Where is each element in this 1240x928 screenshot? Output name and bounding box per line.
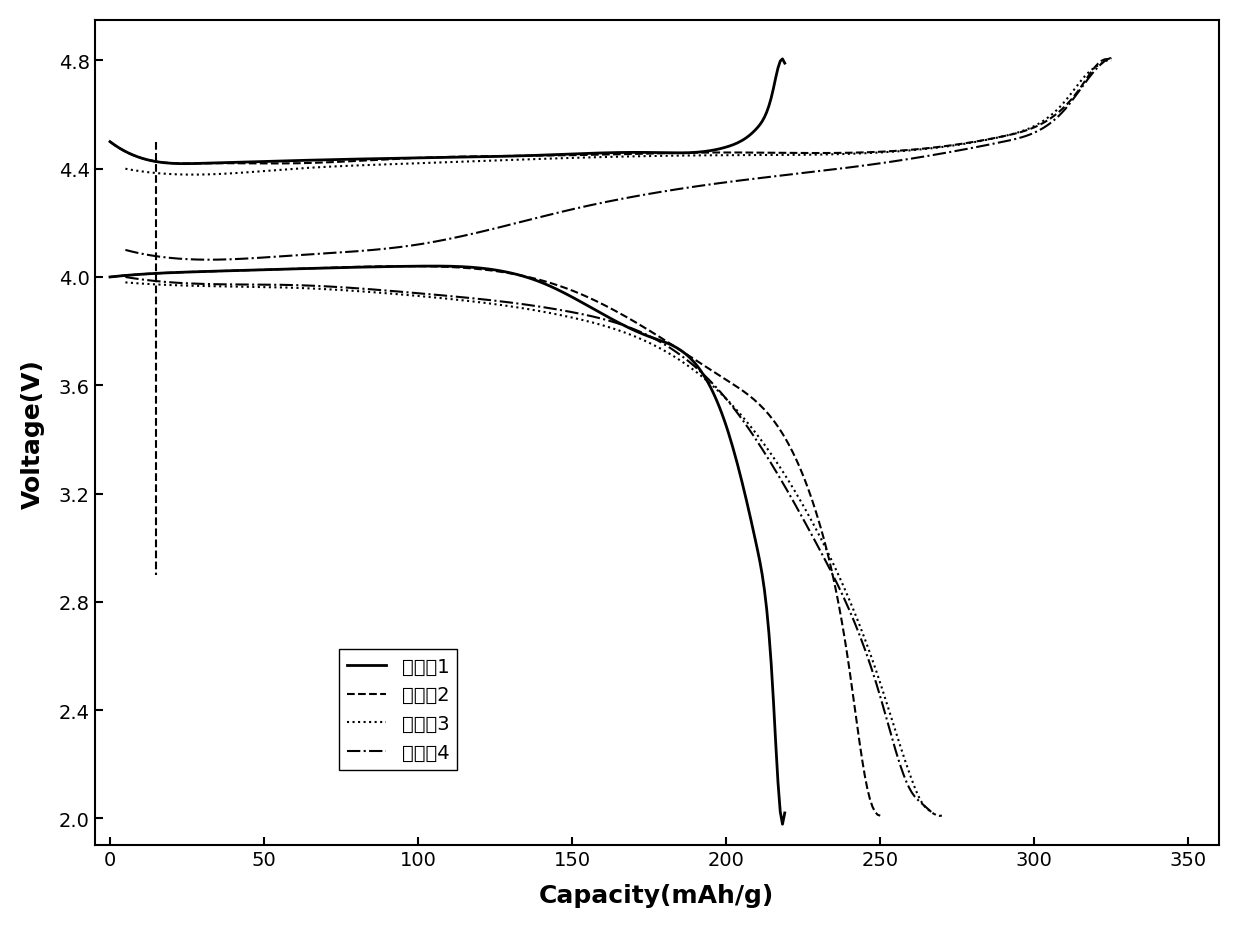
- 实施奡3: [184, 170, 198, 181]
- 实施奡1: [506, 151, 521, 162]
- 实施奡3: [704, 150, 719, 161]
- 实施奡3: [118, 164, 133, 175]
- Line: 实施奡2: 实施奡2: [110, 60, 1111, 164]
- 实施奡1: [777, 58, 792, 70]
- 实施奡2: [719, 148, 734, 159]
- 实施奡4: [708, 179, 723, 190]
- Y-axis label: Voltage(V): Voltage(V): [21, 358, 45, 508]
- 实施奡2: [1104, 56, 1118, 67]
- 实施奡3: [724, 150, 739, 161]
- 实施奡4: [118, 245, 133, 256]
- 实施奡3: [1014, 126, 1029, 137]
- 实施奡2: [1101, 55, 1116, 66]
- 实施奡4: [122, 246, 136, 257]
- 实施奡1: [518, 151, 533, 162]
- X-axis label: Capacity(mAh/g): Capacity(mAh/g): [539, 883, 775, 908]
- 实施奡3: [952, 140, 967, 151]
- 实施奡1: [103, 137, 118, 148]
- 实施奡1: [717, 143, 732, 154]
- 实施奡1: [505, 151, 520, 162]
- 实施奡2: [702, 148, 717, 159]
- Line: 实施奡3: 实施奡3: [125, 58, 1111, 175]
- 实施奡2: [105, 139, 120, 150]
- Line: 实施奡4: 实施奡4: [125, 58, 1111, 261]
- 实施奡4: [724, 176, 739, 187]
- 实施奡2: [103, 137, 118, 148]
- 实施奡2: [698, 148, 713, 159]
- 实施奡4: [704, 179, 719, 190]
- 实施奡4: [201, 255, 216, 266]
- 实施奡3: [1104, 53, 1118, 64]
- 实施奡1: [105, 138, 120, 149]
- 实施奡4: [1014, 133, 1029, 144]
- 实施奡1: [673, 148, 688, 160]
- 实施奡3: [708, 150, 723, 161]
- Legend: 实施奡1, 实施奡2, 实施奡3, 实施奡4: 实施奡1, 实施奡2, 实施奡3, 实施奡4: [340, 650, 458, 770]
- Line: 实施奡1: 实施奡1: [110, 59, 785, 164]
- 实施奡3: [122, 164, 136, 175]
- 实施奡2: [1013, 127, 1028, 138]
- 实施奡1: [775, 54, 790, 65]
- 实施奡4: [952, 146, 967, 157]
- 实施奡4: [1104, 53, 1118, 64]
- 实施奡1: [177, 159, 192, 170]
- 实施奡2: [950, 140, 965, 151]
- 实施奡2: [180, 159, 195, 170]
